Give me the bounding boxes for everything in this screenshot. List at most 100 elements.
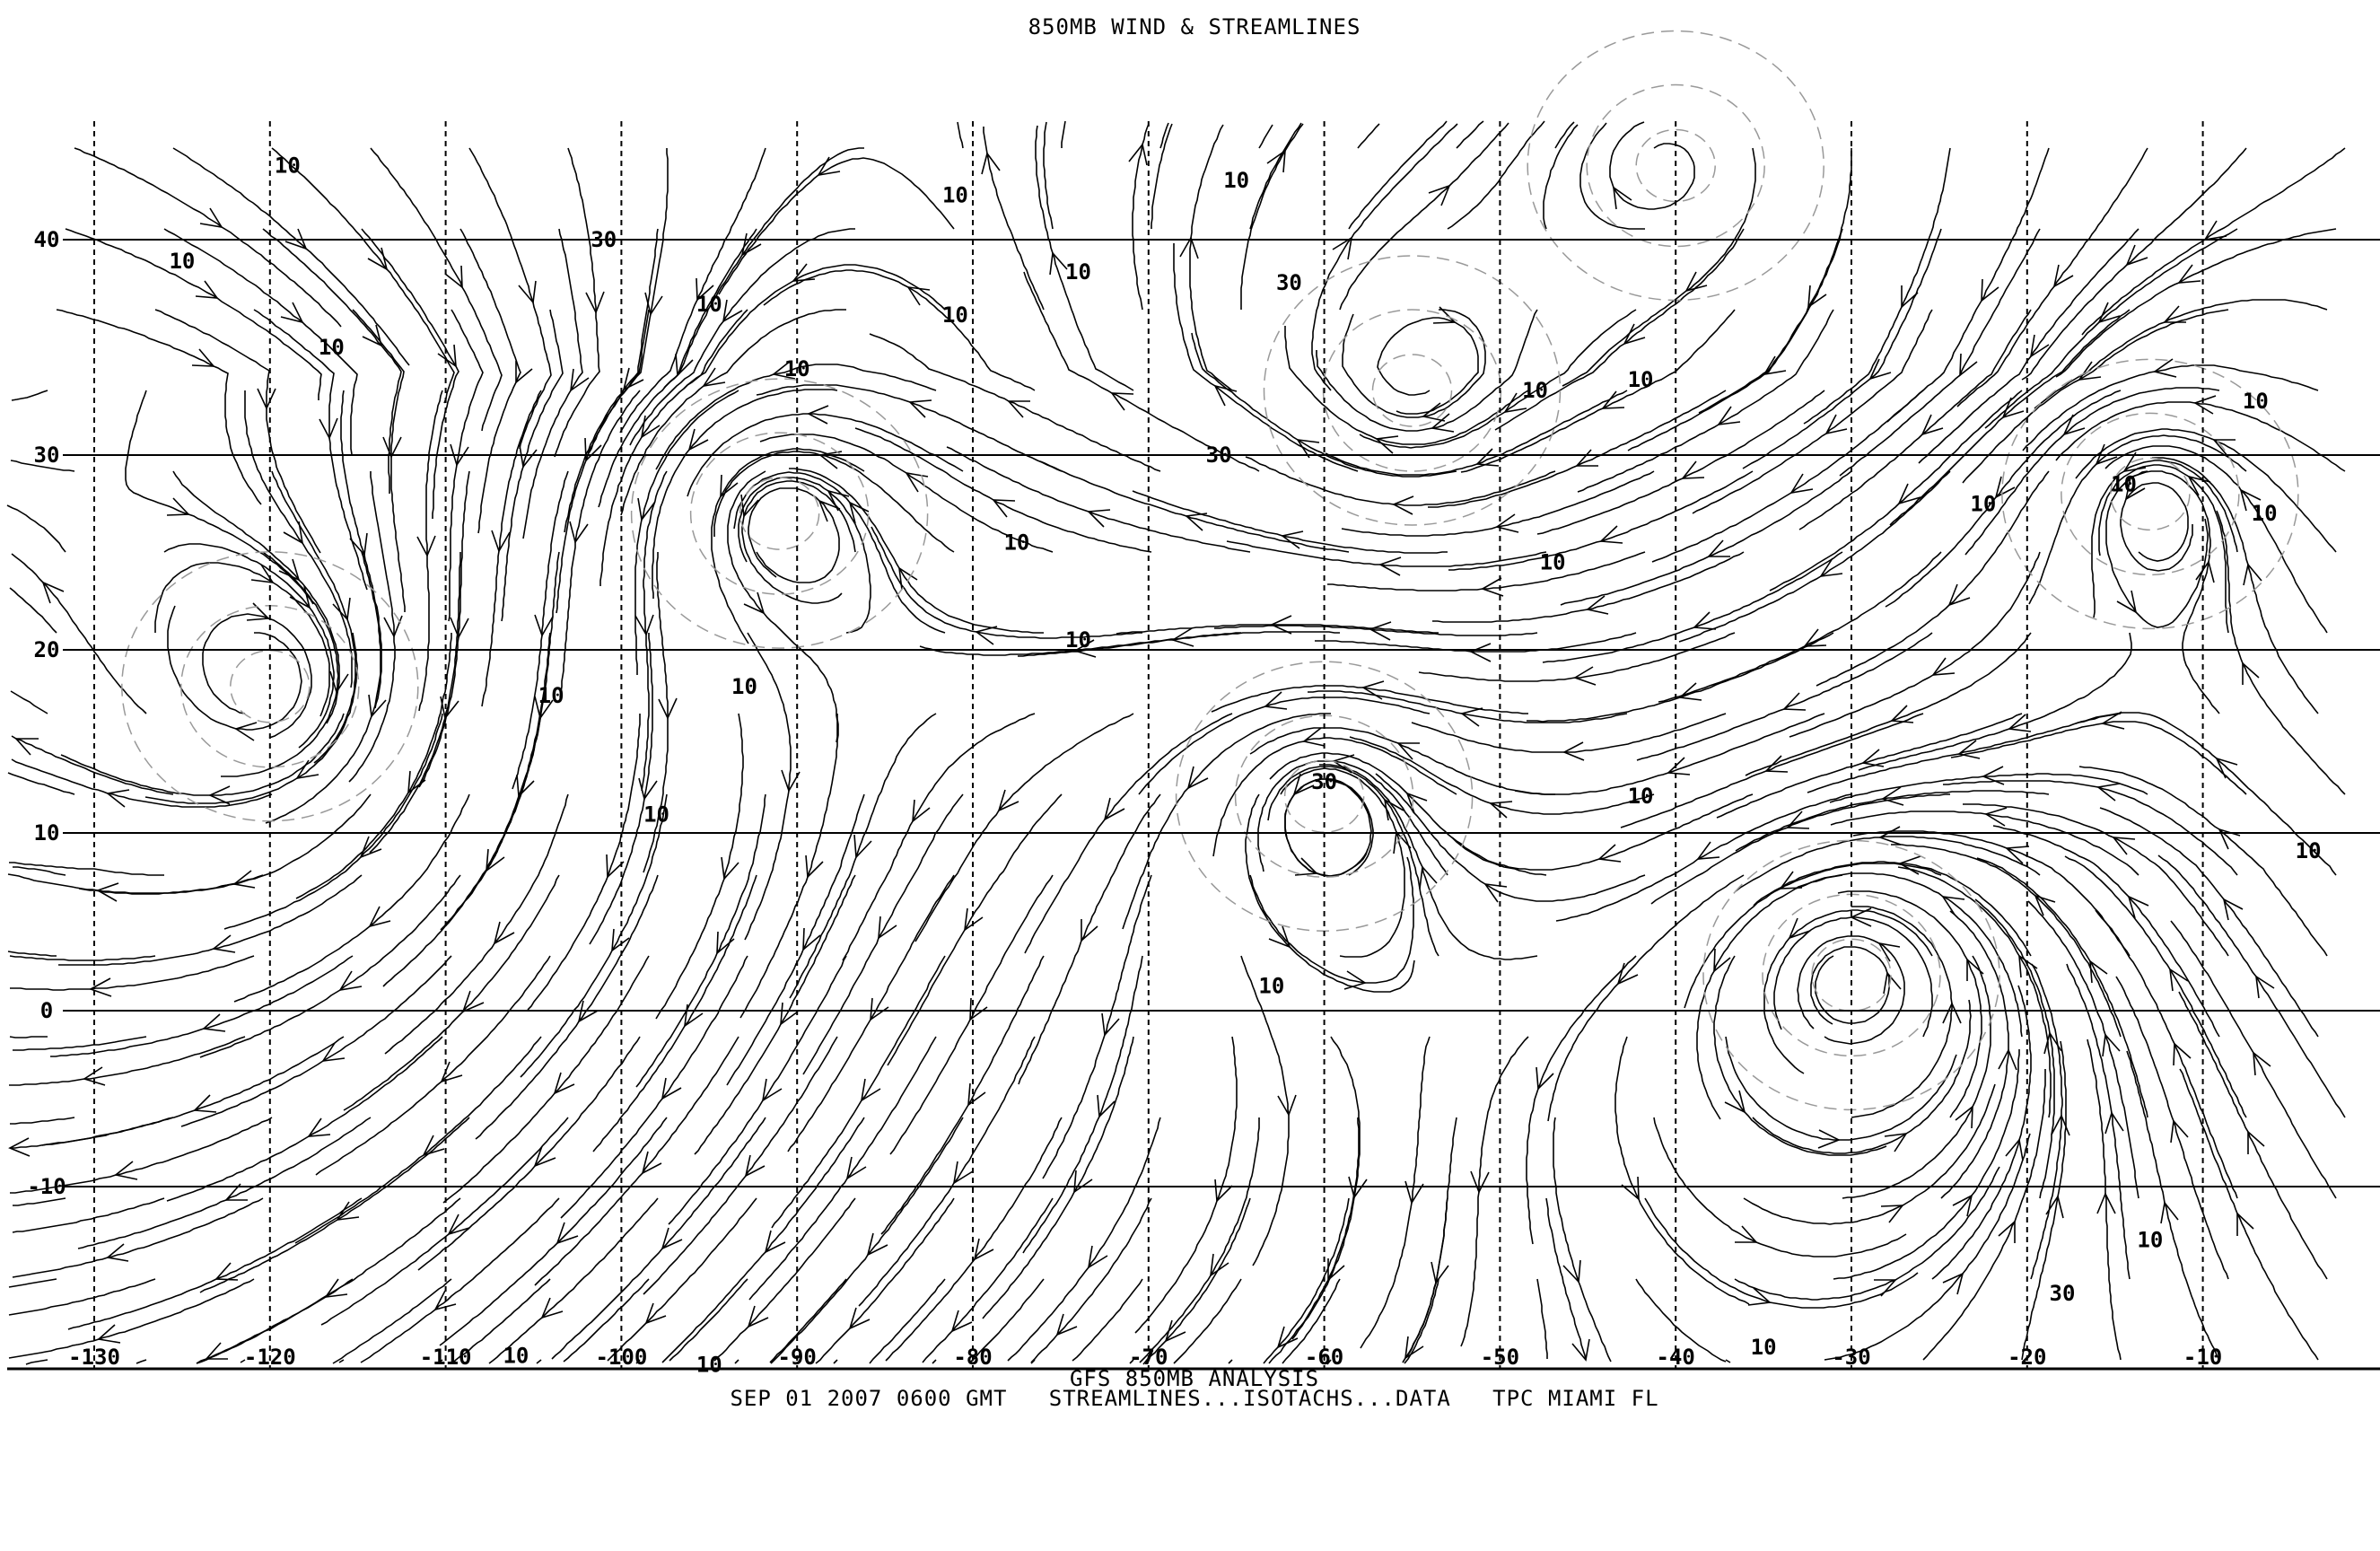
streamline-arrow-icon [1947,583,1971,607]
streamline-arrow-icon [1788,917,1811,940]
streamline-arrow-icon [368,694,387,718]
streamline [1536,390,1825,535]
isotach-label: 10 [1751,1335,1777,1360]
isotach-label: 10 [696,292,722,317]
streamline [869,1278,946,1364]
streamline-arrow-icon [1612,186,1632,210]
streamline-arrow-icon [2212,439,2236,458]
streamline-arrow-icon [905,471,929,493]
streamline [1291,1036,1361,1340]
streamline-arrow-icon [556,1222,579,1245]
isotach-label: 30 [591,227,617,252]
streamline-arrow-icon [661,1227,683,1250]
streamline [10,1117,75,1125]
streamline [2087,1038,2122,1361]
longitude-label: -60 [1305,1345,1343,1370]
streamline-arrow-icon [250,564,275,584]
streamline-arrow-icon [1431,413,1455,433]
isotach-label: 10 [784,356,810,381]
streamline [10,955,255,991]
streamline [1536,1278,1548,1359]
streamline-arrow-icon [407,770,426,794]
streamline [643,552,669,873]
streamline [1360,1036,1431,1349]
streamline-arrow-icon [1419,865,1438,889]
streamline-arrow-icon [1883,971,1902,995]
isotach-contour [1322,309,1502,472]
streamline-arrow-icon [860,1078,881,1102]
streamline [1698,148,1852,414]
isotach-label: 10 [1003,530,1029,556]
streamline [1024,713,1233,954]
streamline-arrow-icon [1763,355,1787,376]
streamline-arrow-icon [606,854,625,879]
streamline [199,874,461,1058]
streamline [65,228,322,400]
streamline-arrow-icon [1681,460,1705,479]
streamline-arrow-icon [2239,488,2262,512]
streamline [1984,228,2238,429]
streamline-arrow-icon [792,263,816,282]
streamline-arrow-icon [2045,1195,2064,1219]
footer-line-2: SEP 01 2007 0600 GMT STREAMLINES...ISOTA… [730,1386,1658,1411]
streamline [1151,123,1173,229]
streamline [620,309,846,516]
streamline [1837,890,1982,1118]
streamline-arrow-icon [1779,871,1803,889]
streamline [2055,401,2346,472]
streamline [718,157,955,295]
streamline [11,390,48,401]
streamline [361,228,459,519]
streamline-arrow-icon [781,769,801,793]
streamline [1129,1359,1134,1364]
isotach-contour [2001,358,2299,630]
streamline [1931,985,2032,1280]
streamline [536,1359,542,1364]
streamline [369,552,461,854]
streamline-arrow-icon [2089,960,2108,984]
streamline [370,147,503,432]
streamline-arrow-icon [1375,435,1399,454]
streamline [1940,910,2009,1199]
streamline-arrow-icon [1898,855,1921,875]
streamline [560,955,748,1219]
streamline-arrow-icon [307,1117,331,1137]
streamline [1725,1359,1731,1363]
streamline-arrow-icon [997,789,1019,812]
streamline-arrow-icon [661,1077,682,1100]
streamline [1249,122,1302,230]
streamline [1072,1278,1143,1362]
streamline-arrow-icon [1431,1261,1449,1284]
streamline [1773,916,1933,1038]
streamline [1842,955,1991,1199]
streamline [1803,147,1951,425]
streamline [1342,309,1486,418]
isotach-label: 10 [319,335,345,360]
streamline [802,793,964,1075]
streamline [1432,551,1745,623]
streamline-arrow-icon [1874,1279,1897,1297]
streamline-arrow-icon [1880,1205,1904,1223]
isotach-label: 10 [538,683,564,708]
streamline [2152,457,2319,714]
streamline-arrow-icon [2177,264,2201,284]
streamline-arrow-icon [1998,1048,2017,1071]
streamline-arrow-icon [1081,919,1098,942]
streamline-arrow-icon [444,265,463,289]
streamline [240,1359,246,1363]
isotach-label: 30 [1276,270,1302,295]
streamline-arrow-icon [764,1230,786,1254]
streamline [11,735,174,795]
isotach-label: 10 [942,302,968,328]
streamline-arrow-icon [1955,1105,1973,1129]
streamline-arrow-icon [1942,1002,1962,1024]
streamline [1830,811,2139,876]
isotach-label: 10 [1223,168,1249,193]
streamline [1377,317,1479,415]
streamline [348,471,396,783]
streamline-arrow-icon [1296,438,1320,459]
streamline [1134,1036,1238,1334]
streamline-arrow-icon [1097,1094,1116,1118]
streamline [932,1359,937,1364]
streamline [343,874,560,1111]
